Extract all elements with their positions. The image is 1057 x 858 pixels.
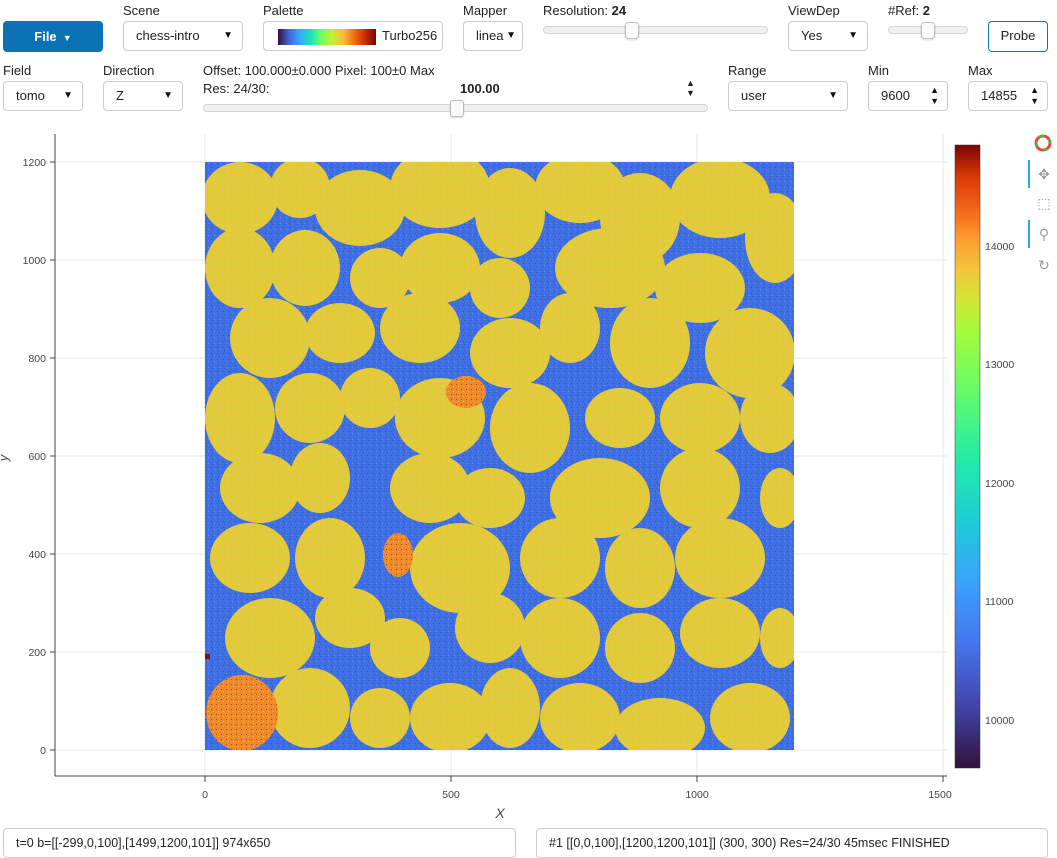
pan-icon[interactable]: ✥ (1038, 166, 1050, 182)
status-left: t=0 b=[[-299,0,100],[1499,1200,101]] 974… (3, 828, 516, 858)
colorbar-tick-label: 10000 (985, 715, 1014, 727)
y-tick-label: 400 (28, 549, 46, 561)
box-zoom-icon[interactable]: ⬚ (1037, 195, 1051, 211)
caret-down-icon: ▼ (223, 30, 233, 41)
caret-down-icon: ▼ (828, 90, 838, 101)
stepper-icon[interactable]: ▲ ▼ (1030, 85, 1039, 106)
resolution-slider[interactable] (543, 26, 768, 34)
viewdep-select[interactable]: Yes ▼ (788, 21, 868, 51)
max-input-value: 14855 (981, 88, 1018, 103)
x-axis-label: X (494, 805, 505, 818)
y-tick-label: 1200 (23, 157, 47, 169)
mapper-select[interactable]: linea ▼ (463, 21, 523, 51)
wheel-zoom-icon[interactable]: ⚲ (1038, 226, 1050, 242)
colorbar-tick-label: 13000 (985, 359, 1014, 371)
max-label: Max (968, 63, 993, 78)
min-label: Min (868, 63, 889, 78)
colorbar-tick-label: 11000 (985, 596, 1014, 608)
y-tick-label: 1000 (23, 255, 47, 267)
y-tick-label: 800 (28, 353, 46, 365)
field-select-value: tomo (16, 88, 45, 103)
resolution-label: Resolution: 24 (543, 3, 626, 18)
x-tick-label: 1000 (685, 789, 709, 801)
offset-value[interactable]: 100.00 (460, 81, 500, 96)
y-tick-label: 600 (28, 451, 46, 463)
colorbar-tick-label: 14000 (985, 241, 1014, 253)
scene-select[interactable]: chess-intro ▼ (123, 21, 243, 51)
range-select-value: user (741, 88, 767, 103)
colorbar (954, 144, 981, 769)
nref-slider-handle[interactable] (921, 22, 935, 39)
file-button[interactable]: File ▼ (3, 21, 103, 52)
offset-info-text: Offset: 100.000±0.000 Pixel: 100±0 Max (203, 63, 435, 78)
max-input[interactable]: 14855 ▲ ▼ (968, 81, 1048, 111)
mapper-label: Mapper (463, 3, 508, 18)
palette-select-value: Turbo256 (382, 28, 438, 43)
range-select[interactable]: user ▼ (728, 81, 848, 111)
caret-down-icon: ▼ (848, 30, 858, 41)
active-tool-indicator (1028, 160, 1030, 188)
offset-spinner[interactable]: ▲ ▼ (686, 78, 695, 98)
caret-down-icon: ▼ (506, 30, 516, 41)
x-tick-label: 1500 (928, 789, 952, 801)
field-select[interactable]: tomo ▼ (3, 81, 83, 111)
scene-select-value: chess-intro (136, 28, 200, 43)
reset-icon[interactable]: ↻ (1038, 257, 1050, 273)
probe-button[interactable]: Probe (988, 21, 1048, 52)
resolution-slider-handle[interactable] (625, 22, 639, 39)
x-tick-label: 0 (202, 789, 208, 801)
viewdep-label: ViewDep (788, 3, 840, 18)
x-tick-label: 500 (442, 789, 460, 801)
y-tick-label: 200 (28, 647, 46, 659)
nref-label-text: #Ref: (888, 3, 920, 18)
caret-down-icon: ▼ (60, 33, 72, 43)
mapper-select-value: linea (476, 28, 504, 43)
palette-select[interactable]: Turbo256 (263, 21, 443, 51)
palette-gradient-swatch (278, 29, 376, 45)
y-axis-label: y (0, 453, 11, 462)
min-input[interactable]: 9600 ▲ ▼ (868, 81, 948, 111)
resolution-value: 24 (611, 3, 627, 18)
palette-label: Palette (263, 3, 304, 18)
status-right: #1 [[0,0,100],[1200,1200,101]] (300, 300… (536, 828, 1048, 858)
range-label: Range (728, 63, 767, 78)
x-axis (55, 775, 947, 782)
min-input-value: 9600 (881, 88, 910, 103)
scene-label: Scene (123, 3, 160, 18)
y-tick-label: 0 (40, 745, 46, 757)
nref-value: 2 (922, 3, 930, 18)
file-button-label: File (34, 29, 57, 44)
viewdep-select-value: Yes (801, 28, 823, 43)
direction-label: Direction (103, 63, 155, 78)
direction-select[interactable]: Z ▼ (103, 81, 183, 111)
tomography-image (205, 162, 794, 750)
bokeh-logo-icon[interactable] (1034, 134, 1052, 152)
caret-down-icon: ▼ (163, 90, 173, 101)
stepper-icon[interactable]: ▲ ▼ (930, 85, 939, 106)
plot-canvas[interactable]: 0 200 400 600 800 1000 1200 0 500 1000 1… (0, 118, 1057, 818)
caret-down-icon: ▼ (63, 90, 73, 101)
active-tool-indicator (1028, 220, 1030, 248)
y-axis (50, 134, 56, 776)
resolution-label-text: Resolution: (543, 3, 609, 18)
field-label: Field (3, 63, 32, 78)
direction-select-value: Z (116, 88, 124, 103)
colorbar-tick-label: 12000 (985, 478, 1014, 490)
nref-label: #Ref: 2 (888, 3, 930, 18)
res-info-text: Res: 24/30: (203, 81, 270, 96)
offset-slider-handle[interactable] (450, 100, 464, 117)
